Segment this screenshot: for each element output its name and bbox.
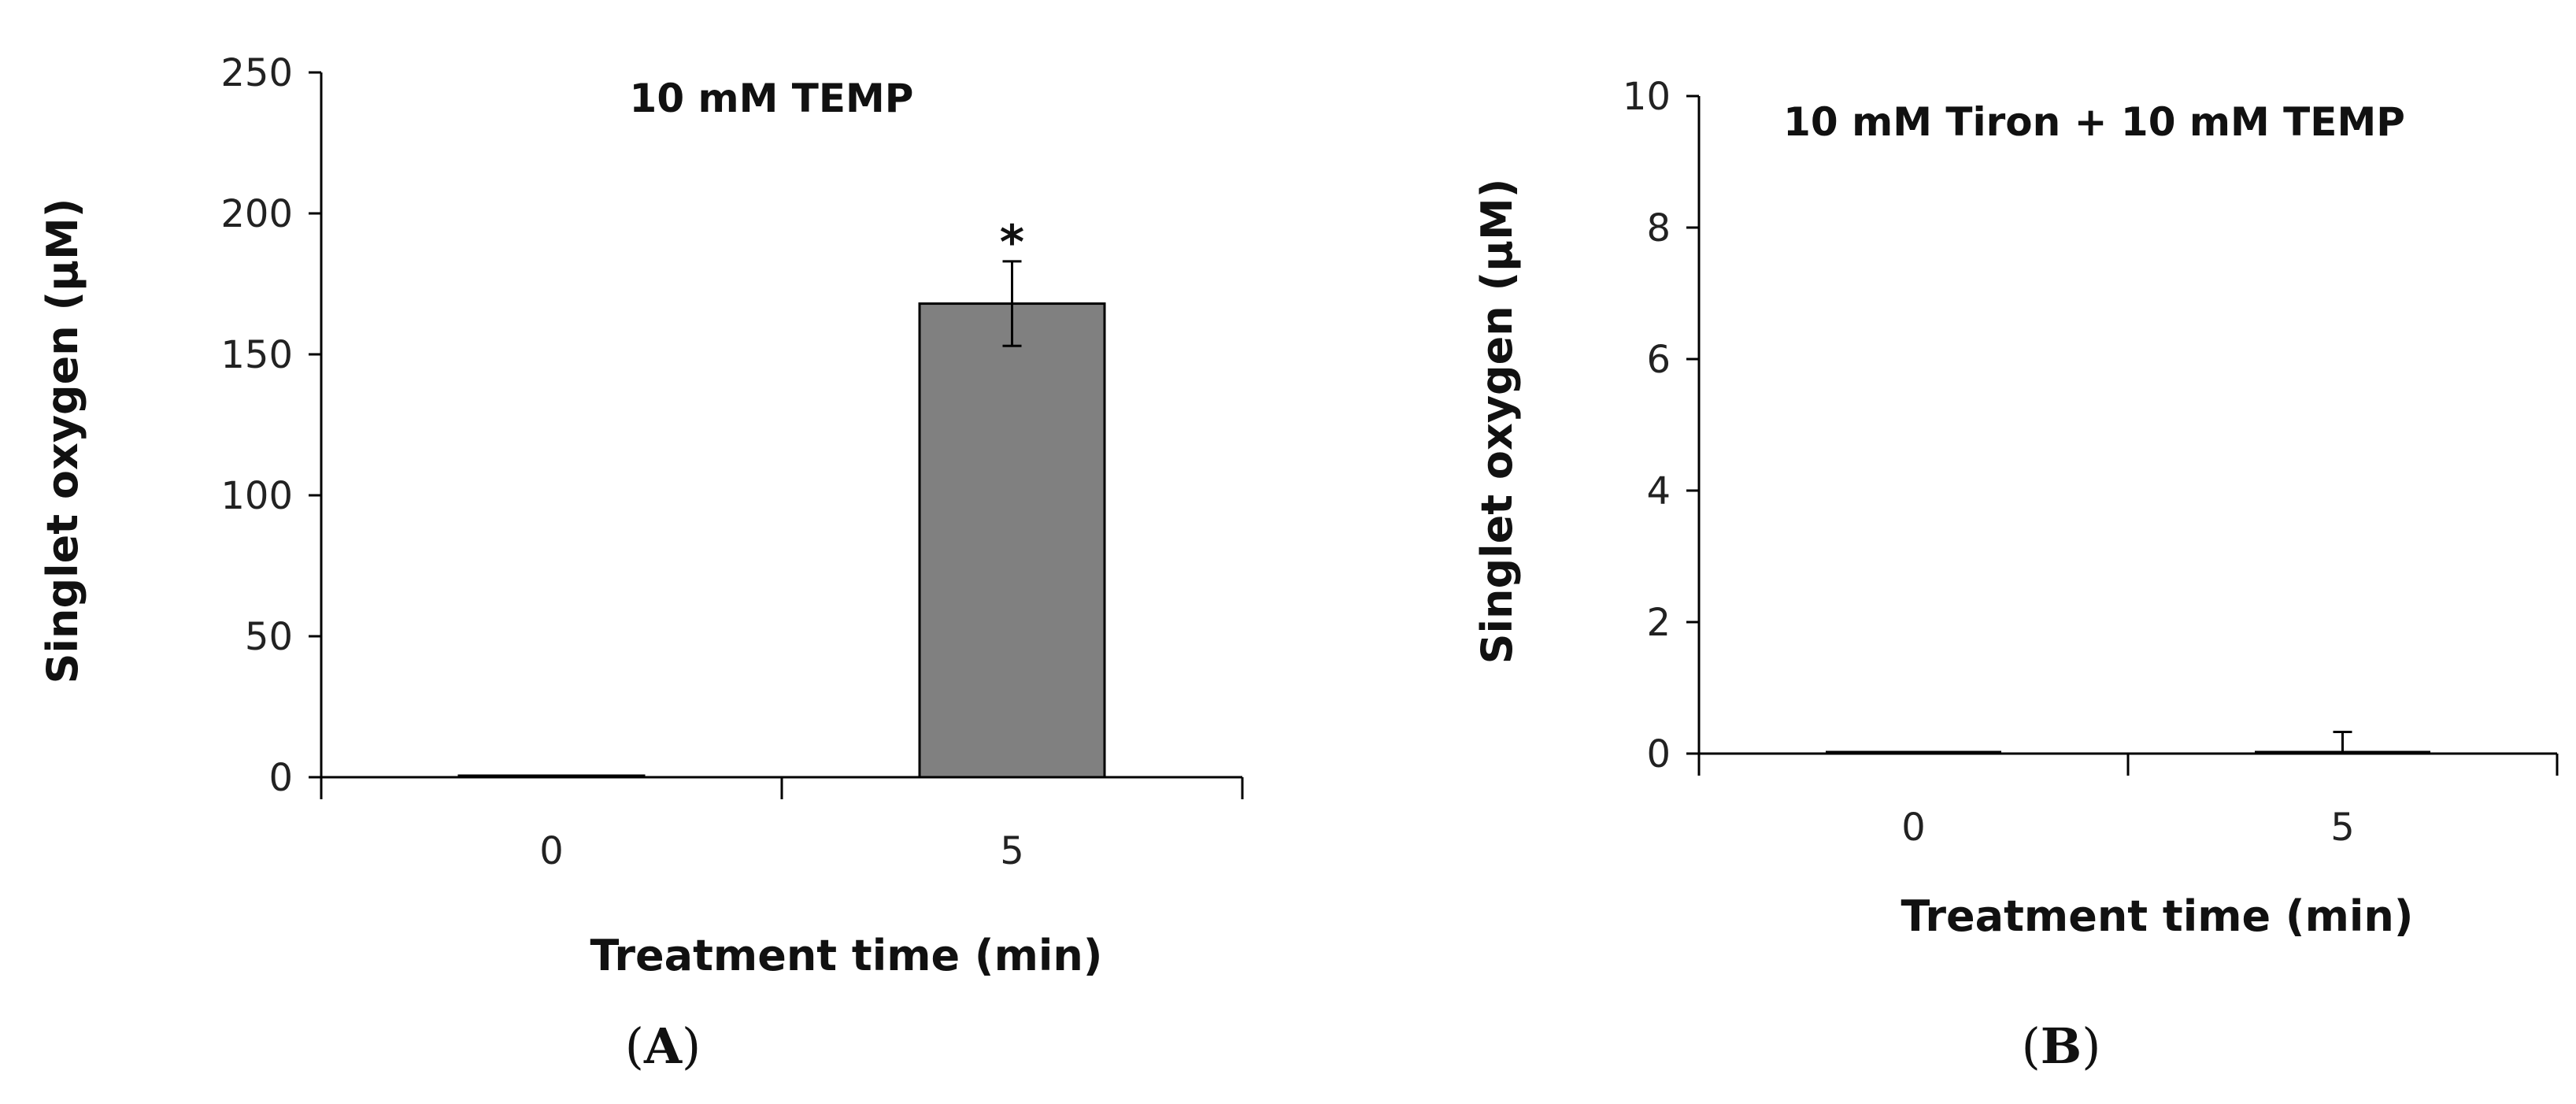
panel-b-y-tick-label-3: 6 [1646, 338, 1671, 382]
panel-b-bar-0 [1826, 750, 2001, 755]
panel-b-y-tick-label-4: 8 [1646, 206, 1671, 250]
panel-b-y-tick-label-1: 2 [1646, 601, 1671, 645]
panel-a-x-tick-label-5: 5 [1000, 829, 1024, 873]
panel-label-a-letter: A [643, 1017, 683, 1075]
panel-a-x-tick-label-0: 0 [539, 829, 564, 873]
panel-a-title: 10 mM TEMP [630, 76, 914, 121]
panel-a-y-tick-label-4: 200 [220, 192, 293, 236]
panel-a-bar-0 [457, 774, 646, 779]
panel-b-y-tick-label-5: 10 [1623, 75, 1671, 119]
panel-a-chart: 10 mM TEMP Treatment time (min) Singlet … [38, 51, 1244, 980]
panel-b-y-tick-label-2: 4 [1646, 469, 1671, 513]
panel-b-x-tick-label-0: 0 [1901, 806, 1926, 850]
panel-a-x-axis-title: Treatment time (min) [590, 931, 1103, 980]
panel-label-b: (B) [2022, 1017, 2101, 1075]
panel-b-marks: 0 2 4 6 8 10 0 5 [1623, 75, 2559, 850]
panel-a-y-tick-label-1: 50 [245, 615, 293, 659]
panel-b-x-axis-title: Treatment time (min) [1901, 891, 2414, 941]
panel-a-y-tick-label-2: 100 [220, 474, 293, 518]
panel-a-y-tick-label-0: 0 [268, 756, 293, 800]
panel-label-a: (A) [625, 1017, 701, 1075]
panel-a-y-tick-label-3: 150 [220, 333, 293, 377]
panel-b-chart: 10 mM Tiron + 10 mM TEMP Treatment time … [1472, 75, 2559, 941]
panel-a-y-tick-label-5: 250 [220, 51, 293, 95]
panel-b-y-tick-label-0: 0 [1646, 732, 1671, 776]
panel-b-x-tick-label-5: 5 [2330, 806, 2355, 850]
panel-b-title: 10 mM Tiron + 10 mM TEMP [1783, 99, 2405, 145]
panel-a-marks: 0 50 100 150 200 250 0 * 5 [220, 51, 1244, 873]
panel-a-y-axis-title: Singlet oxygen (μM) [38, 198, 87, 684]
panel-a-significance-5: * [1000, 215, 1024, 270]
panel-b-y-axis-title: Singlet oxygen (μM) [1472, 179, 1522, 665]
panel-label-b-letter: B [2041, 1017, 2082, 1075]
panel-a-bar-5 [918, 302, 1106, 779]
